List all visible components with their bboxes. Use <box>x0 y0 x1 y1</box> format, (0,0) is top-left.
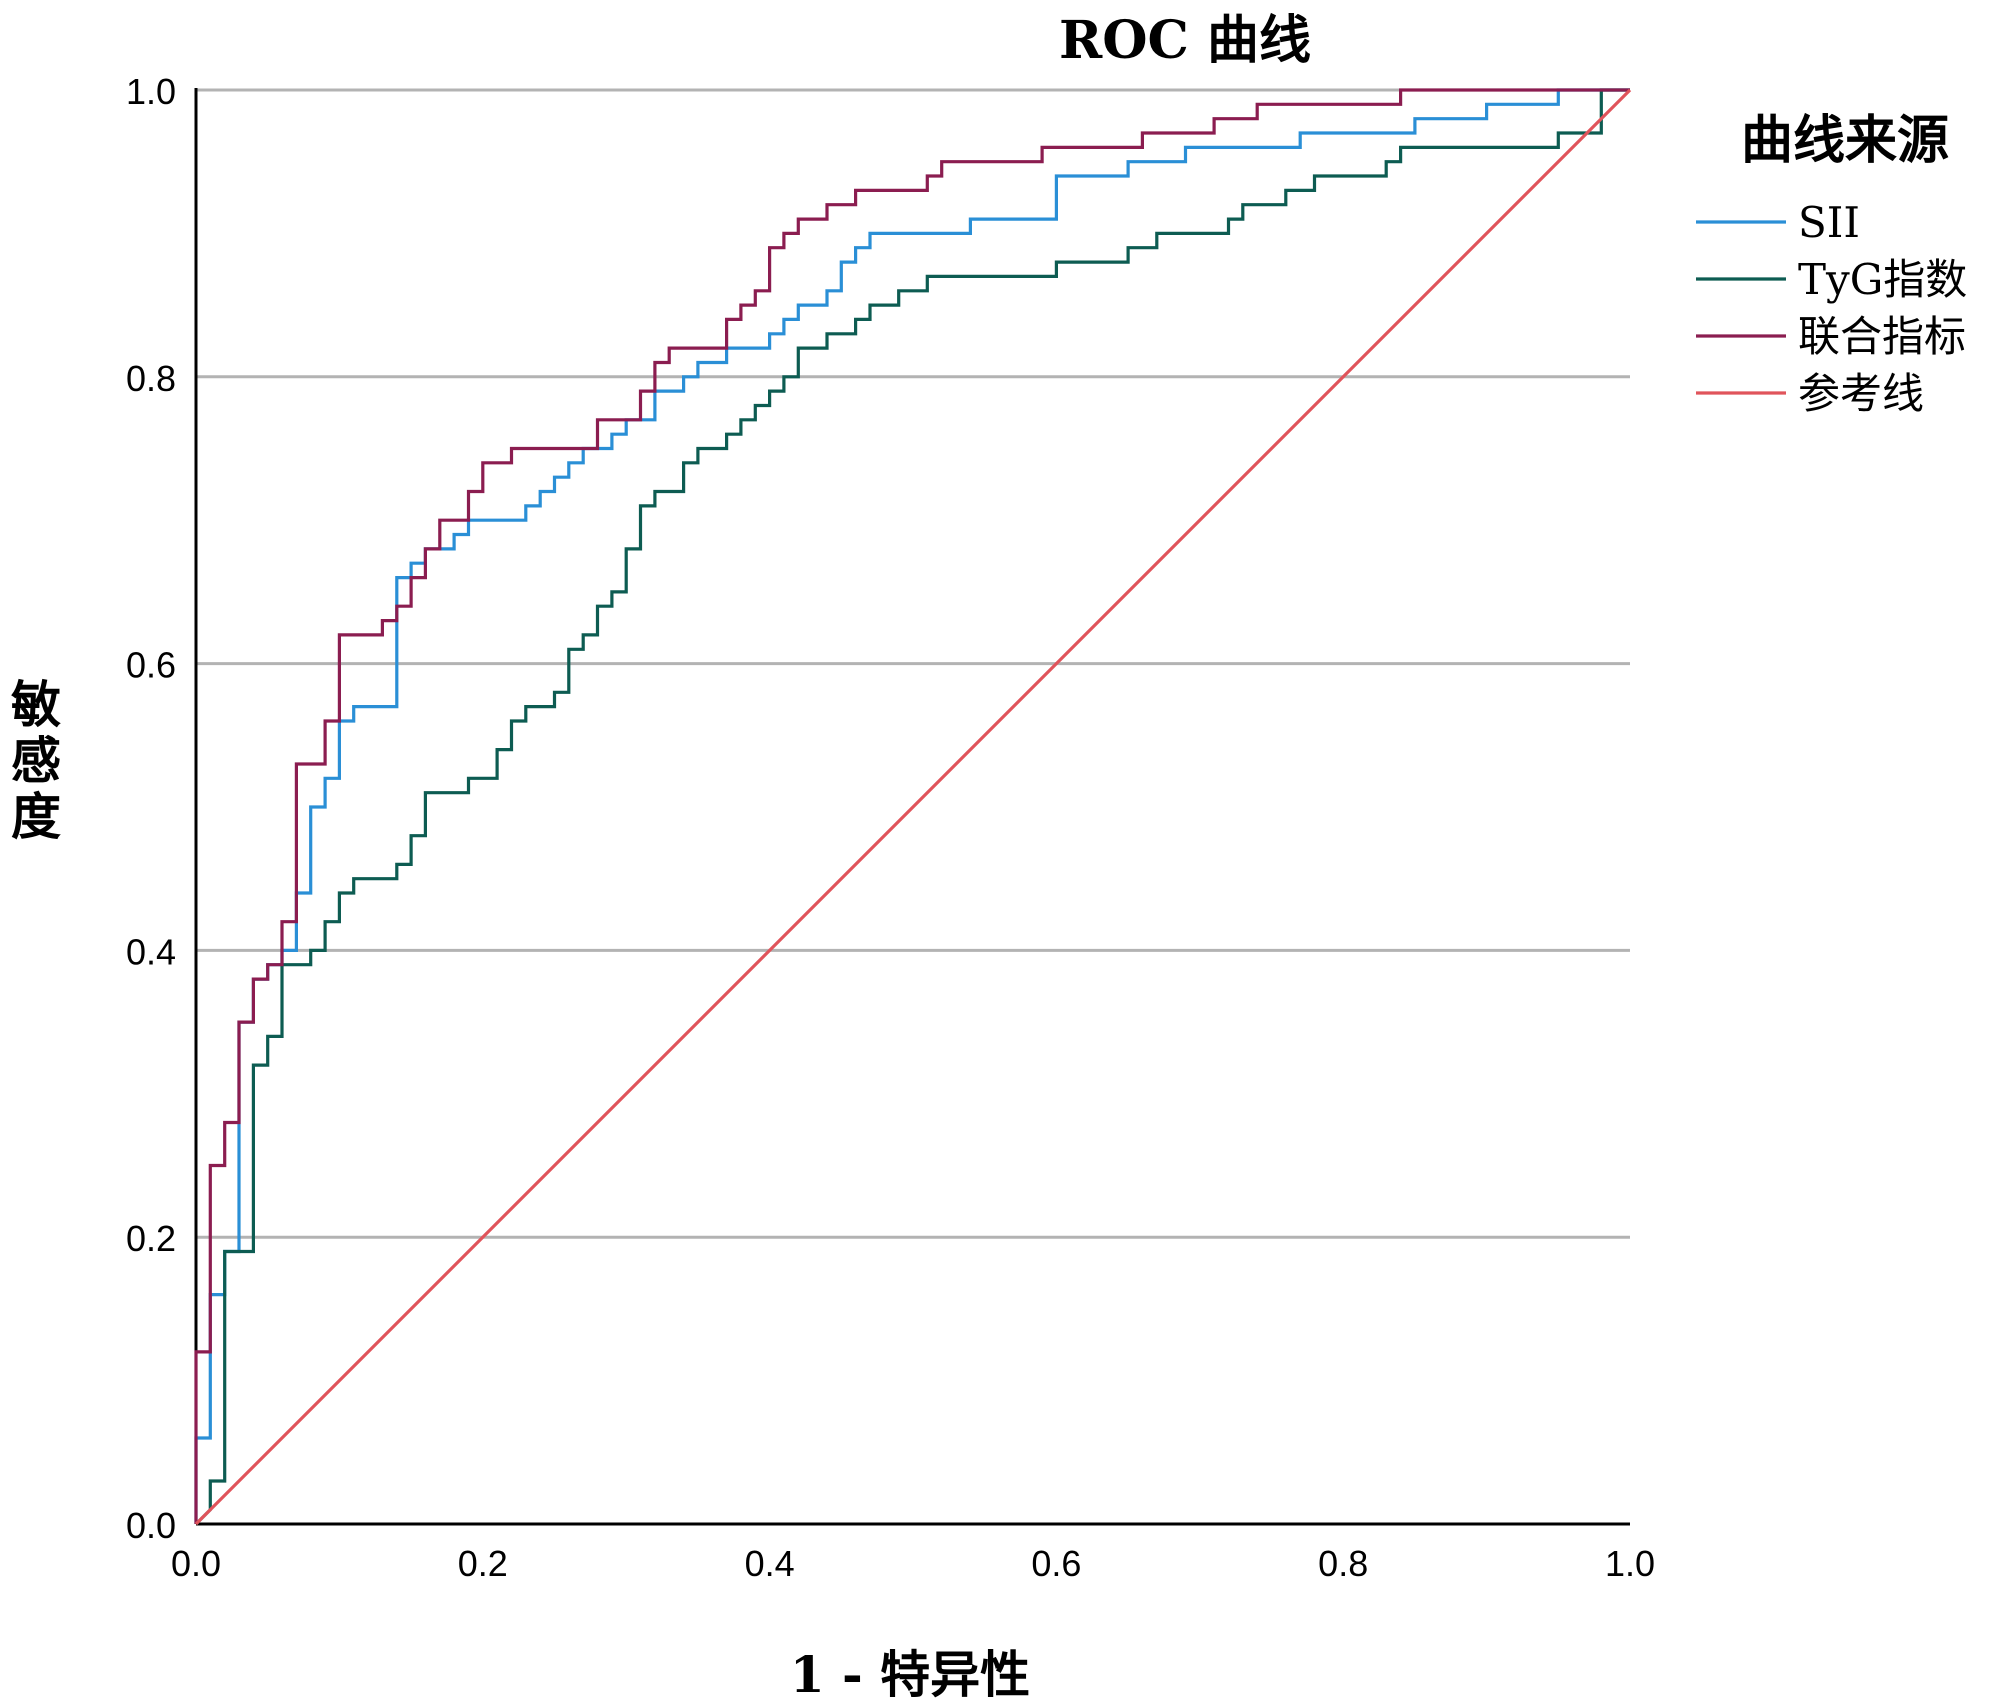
series-line-3 <box>194 88 1632 1526</box>
y-axis-title-char: 感 <box>11 731 61 790</box>
x-tick-label: 0.4 <box>745 1543 795 1584</box>
series-line-2 <box>194 88 1630 1524</box>
y-tick-label: 0.0 <box>126 1505 176 1546</box>
x-axis-title: 1 - 特异性 <box>790 1645 1030 1704</box>
x-tick-label: 0.8 <box>1318 1543 1368 1584</box>
y-tick-label: 0.8 <box>126 358 176 399</box>
y-tick-label: 0.4 <box>126 931 176 972</box>
grid-lines <box>196 88 1630 1239</box>
axes <box>194 88 1630 1526</box>
y-axis-title-char: 敏 <box>11 675 61 734</box>
y-axis-title-char: 度 <box>11 787 61 846</box>
series-line-0 <box>194 88 1630 1524</box>
legend-label-3: 参考线 <box>1798 369 1924 418</box>
x-tick-labels: 0.0 0.2 0.4 0.6 0.8 1.0 <box>171 1543 1655 1584</box>
y-axis-title: 敏感度 <box>11 675 61 846</box>
legend-label-2: 联合指标 <box>1798 312 1966 361</box>
y-tick-label: 0.6 <box>126 645 176 686</box>
series-line-1 <box>194 88 1630 1526</box>
series-lines <box>194 88 1632 1526</box>
y-tick-labels: 0.0 0.2 0.4 0.6 0.8 1.0 <box>126 71 176 1546</box>
x-tick-label: 0.2 <box>458 1543 508 1584</box>
x-tick-label: 1.0 <box>1605 1543 1655 1584</box>
x-tick-label: 0.0 <box>171 1543 221 1584</box>
legend-title: 曲线来源 <box>1741 110 1949 171</box>
chart-title: ROC 曲线 <box>1059 10 1311 71</box>
y-tick-label: 1.0 <box>126 71 176 112</box>
x-tick-label: 0.6 <box>1031 1543 1081 1584</box>
legend-label-0: SII <box>1798 198 1860 247</box>
legend-label-1: TyG指数 <box>1798 255 1967 304</box>
y-tick-label: 0.2 <box>126 1218 176 1259</box>
